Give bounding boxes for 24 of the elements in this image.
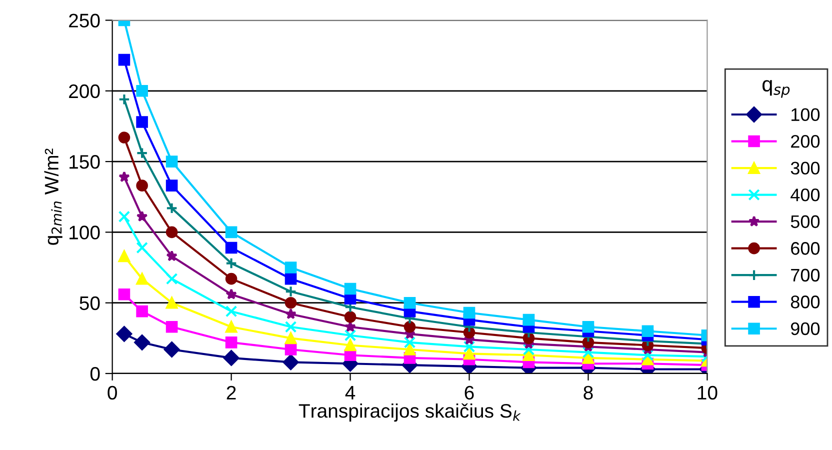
legend-label: 200 xyxy=(791,134,820,148)
x-tick-label: 8 xyxy=(584,386,593,400)
x-tick-label: 6 xyxy=(464,386,474,400)
legend-label: 600 xyxy=(791,242,820,255)
legend-label: 400 xyxy=(790,188,820,202)
legend-label: 700 xyxy=(791,268,820,282)
x-tick-label: 10 xyxy=(698,386,718,400)
x-axis-title: Transpiracijos skaičius S$_{k}$ xyxy=(298,403,521,422)
legend-title: q$_{sp}$ xyxy=(762,80,790,98)
legend-label: 800 xyxy=(790,296,820,308)
y-tick-label: 150 xyxy=(70,155,100,169)
x-tick-label: 2 xyxy=(226,386,236,400)
y-tick-label: 50 xyxy=(80,296,100,310)
y-tick-label: 100 xyxy=(70,226,100,240)
y-tick-label: 200 xyxy=(69,84,100,98)
legend-label: 500 xyxy=(790,215,820,228)
legend-label: 300 xyxy=(790,162,820,175)
y-tick-label: 250 xyxy=(69,14,100,28)
legend-label: 100 xyxy=(792,108,820,122)
y-tick-label: 0 xyxy=(90,366,100,381)
x-tick-label: 4 xyxy=(345,386,356,400)
x-tick-label: 0 xyxy=(108,386,117,400)
y-axis-title: q$_{2min}$ W/m² xyxy=(44,148,62,245)
legend-label: 900 xyxy=(790,322,820,336)
